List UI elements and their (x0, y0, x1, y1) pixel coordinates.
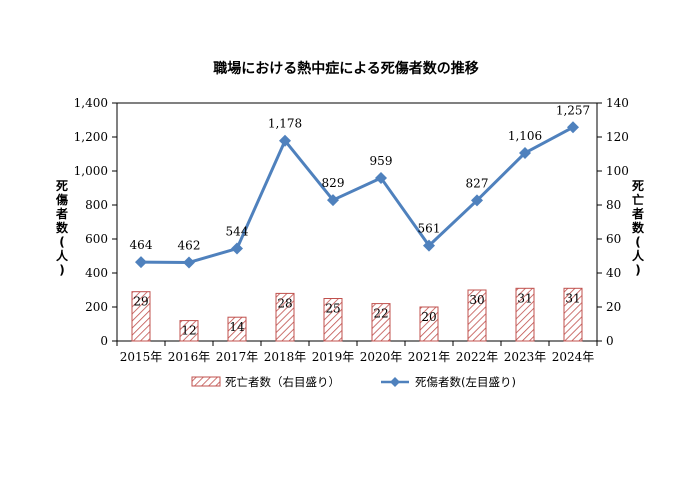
bar-value-label: 30 (469, 293, 484, 307)
line-value-label: 829 (322, 176, 345, 190)
legend-label-bar: 死亡者数（右目盛り） (225, 375, 340, 389)
bar-value-label: 31 (565, 291, 580, 305)
x-tick-label: 2015年 (120, 350, 163, 364)
right-tick-label: 60 (606, 232, 621, 246)
line-value-label: 561 (418, 222, 441, 236)
bar-value-label: 22 (373, 307, 388, 321)
line-path (140, 125, 574, 264)
line-value-label: 827 (466, 176, 489, 190)
right-axis-title-text: 死亡者数(人) (631, 179, 645, 277)
bar-value-label: 28 (277, 296, 292, 310)
legend-swatch-marker (390, 377, 400, 387)
bar (227, 316, 247, 342)
x-tick-label: 2024年 (552, 350, 595, 364)
x-tick-label: 2020年 (360, 350, 403, 364)
x-tick-label: 2022年 (456, 350, 499, 364)
line-value-label: 959 (370, 154, 393, 168)
line-marker (423, 239, 435, 252)
left-axis-title-text: 死傷者数(人) (55, 179, 69, 277)
left-y-axis: 0 200 400 600 800 1,000 1,200 1,400 (74, 96, 117, 348)
line-marker (519, 146, 531, 159)
x-axis: 2015年 2016年 2017年 2018年 2019年 2020年 2021年 2022年… (116, 341, 598, 364)
left-tick-label: 0 (100, 334, 108, 348)
left-tick-label: 1,200 (74, 130, 108, 144)
line-value-label: 464 (130, 238, 153, 252)
bar-value-label: 25 (325, 302, 340, 316)
bar-value-label: 12 (181, 324, 196, 338)
line-value-label: 1,106 (508, 129, 542, 143)
line-marker (183, 256, 195, 269)
line-value-label: 544 (226, 225, 249, 239)
right-tick-label: 40 (606, 266, 621, 280)
line-value-label: 462 (178, 238, 201, 252)
bar-value-label: 29 (133, 295, 148, 309)
line-series: 464 462 544 1,178 829 959 561 827 1,106 1,257 (130, 103, 590, 269)
right-tick-label: 100 (606, 164, 629, 178)
bar-value-label: 31 (517, 291, 532, 305)
left-tick-label: 200 (85, 300, 108, 314)
x-tick-label: 2018年 (264, 350, 307, 364)
left-tick-label: 1,400 (74, 96, 108, 110)
left-tick-label: 600 (85, 232, 108, 246)
bar-value-label: 20 (421, 310, 436, 324)
chart-title: 職場における熱中症による死傷者数の推移 (213, 60, 479, 77)
line-marker (375, 171, 387, 184)
right-y-axis: 0 20 40 60 80 100 120 140 (597, 96, 629, 348)
bar (131, 291, 151, 342)
x-tick-label: 2023年 (504, 350, 547, 364)
line-marker (567, 121, 579, 134)
line-marker (231, 242, 243, 255)
right-tick-label: 0 (606, 334, 614, 348)
line-marker (471, 194, 483, 207)
line-marker (327, 194, 339, 207)
bar (275, 292, 295, 342)
x-tick-label: 2019年 (312, 350, 355, 364)
right-tick-label: 80 (606, 198, 621, 212)
bar-series: 29 12 14 28 25 22 20 30 31 31 (131, 287, 583, 342)
line-marker (279, 134, 291, 147)
right-tick-label: 120 (606, 130, 629, 144)
line-value-label: 1,257 (556, 103, 590, 117)
right-tick-label: 140 (606, 96, 629, 110)
bar (371, 303, 391, 342)
left-tick-label: 400 (85, 266, 108, 280)
bar (419, 306, 439, 342)
x-tick-label: 2017年 (216, 350, 259, 364)
bar (179, 320, 199, 342)
legend-label-line: 死傷者数(左目盛り) (415, 375, 516, 389)
bar (323, 298, 343, 342)
bar (563, 287, 583, 342)
right-tick-label: 20 (606, 300, 621, 314)
line-marker (135, 256, 147, 269)
left-tick-label: 800 (85, 198, 108, 212)
left-axis-title: 死傷者数(人) (55, 179, 69, 277)
right-axis-title: 死亡者数(人) (631, 179, 645, 277)
x-tick-label: 2021年 (408, 350, 451, 364)
legend: 死亡者数（右目盛り） 死傷者数(左目盛り) (191, 375, 516, 389)
bar-value-label: 14 (229, 320, 245, 334)
x-tick-label: 2016年 (168, 350, 211, 364)
line-value-label: 1,178 (268, 117, 302, 131)
legend-swatch-bar (191, 376, 221, 387)
bar (515, 287, 535, 342)
left-tick-label: 1,000 (74, 164, 108, 178)
bar (467, 289, 487, 342)
